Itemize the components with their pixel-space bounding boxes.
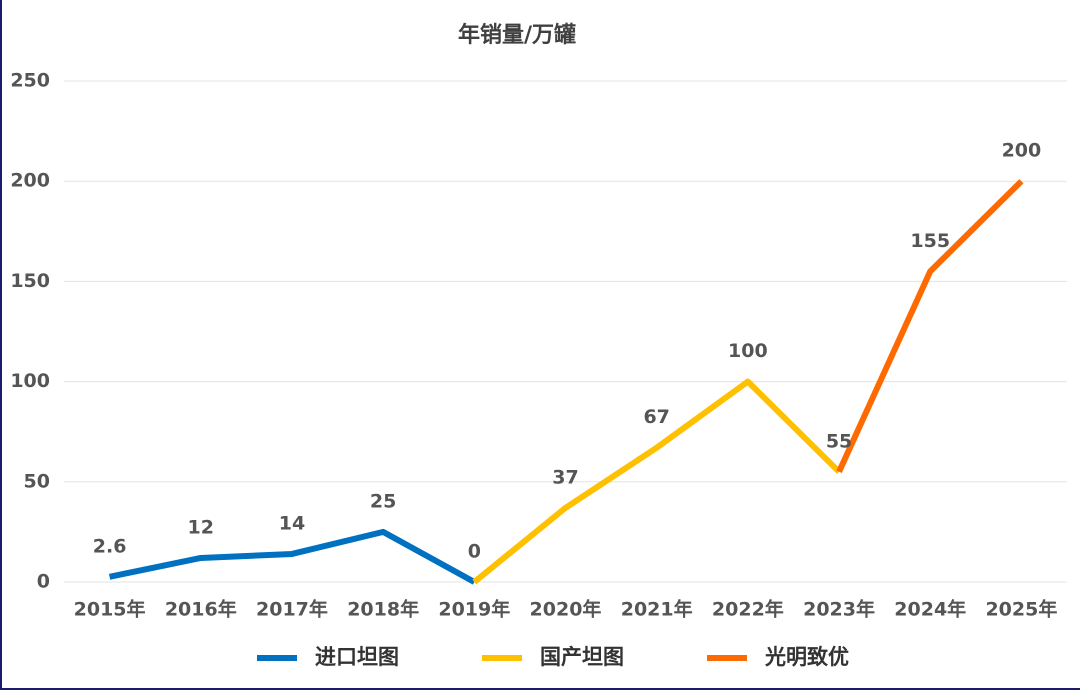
- x-tick-label: 2025年: [985, 598, 1057, 621]
- x-tick-label: 2024年: [894, 598, 966, 621]
- x-tick-label: 2015年: [74, 598, 146, 621]
- data-label: 2.6: [93, 535, 127, 557]
- x-tick-label: 2022年: [712, 598, 784, 621]
- data-label: 37: [552, 466, 578, 488]
- data-label: 100: [728, 340, 768, 362]
- x-tick-label: 2020年: [530, 598, 602, 621]
- x-tick-label: 2017年: [256, 598, 328, 621]
- x-tick-label: 2016年: [165, 598, 237, 621]
- line-series: [836, 179, 1024, 474]
- data-label: 67: [643, 406, 669, 428]
- x-tick-label: 2018年: [347, 598, 419, 621]
- y-tick-label: 50: [24, 470, 50, 492]
- legend-label: 进口坦图: [315, 645, 399, 669]
- y-tick-label: 100: [10, 370, 50, 392]
- chart-title: 年销量/万罐: [458, 22, 576, 48]
- data-label: 12: [188, 516, 214, 538]
- legend-label: 光明致优: [764, 645, 849, 669]
- y-tick-label: 200: [10, 170, 50, 192]
- line-series: [108, 528, 476, 585]
- x-tick-label: 2023年: [803, 598, 875, 621]
- data-label: 0: [468, 541, 481, 563]
- x-tick-label: 2019年: [438, 598, 510, 621]
- legend-label: 国产坦图: [540, 645, 624, 669]
- data-label: 25: [370, 490, 396, 512]
- data-label: 55: [826, 430, 852, 452]
- y-tick-label: 150: [10, 270, 50, 292]
- line-series: [472, 378, 842, 585]
- y-tick-label: 0: [37, 571, 50, 593]
- data-label: 155: [910, 230, 950, 252]
- data-label: 200: [1002, 140, 1042, 162]
- data-label: 14: [279, 512, 305, 534]
- x-tick-label: 2021年: [621, 598, 693, 621]
- y-tick-label: 250: [10, 70, 50, 92]
